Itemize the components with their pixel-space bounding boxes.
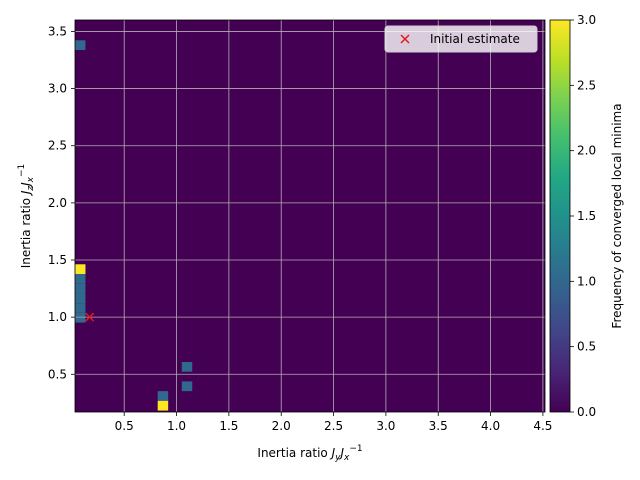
heatmap-background	[75, 20, 545, 412]
heatmap-cell-2	[75, 274, 86, 284]
x-tick-label-6: 3.5	[429, 419, 448, 433]
x-tick-label-1: 1.0	[167, 419, 186, 433]
colorbar-tick-label-3: 1.5	[577, 209, 596, 223]
x-tick-label-7: 4.0	[481, 419, 500, 433]
heatmap-cell-5	[75, 303, 86, 313]
x-tick-label-2: 1.5	[219, 419, 238, 433]
y-axis-label: Inertia ratio JzJx−1	[17, 164, 36, 269]
marker-stroke-b	[85, 312, 95, 322]
y-tick-label-6: 3.5	[48, 24, 67, 38]
legend-marker	[400, 34, 410, 44]
heatmap-cell-0	[75, 40, 86, 50]
axis-label-part: y	[334, 453, 341, 463]
y-tick-label-2: 1.5	[48, 253, 67, 267]
axis-label-part: J	[330, 446, 336, 460]
colorbar-tick-label-4: 2.0	[577, 144, 596, 158]
x-axis-label: Inertia ratio JyJx−1	[257, 444, 362, 463]
heatmap-cell-3	[75, 283, 86, 294]
legend-marker-b	[400, 34, 410, 44]
axis-label-part: −1	[349, 444, 362, 454]
y-tick-label-4: 2.5	[48, 139, 67, 153]
axis-label-part: x	[26, 176, 36, 183]
colorbar-tick-label-0: 0.0	[577, 405, 596, 419]
y-tick-label-3: 2.0	[48, 196, 67, 210]
heatmap-cell-7	[181, 362, 193, 372]
initial-estimate-marker	[85, 312, 95, 322]
x-tick-label-8: 4.5	[533, 419, 552, 433]
x-axis-ticks: 0.5 1.0 1.5 2.0 2.5 3.0 3.5 4.0 4.5	[115, 412, 552, 433]
axis-label-part: Inertia ratio	[19, 194, 33, 268]
legend: Initial estimate	[384, 25, 538, 53]
axis-label-part: J	[19, 190, 33, 196]
heatmap-cell-8	[181, 381, 193, 392]
heatmap-cell-4	[75, 293, 86, 304]
plot-area	[75, 20, 545, 412]
plot-frame	[74, 19, 546, 413]
axis-label-part: z	[26, 186, 36, 192]
colorbar-tick-label-5: 2.5	[577, 78, 596, 92]
marker-layer	[85, 312, 95, 322]
axis-label-part: x	[343, 453, 350, 463]
axis-label-part: −1	[17, 164, 27, 177]
colorbar-gradient	[550, 20, 570, 412]
colorbar-tick-label-2: 1.0	[577, 274, 596, 288]
y-tick-label-1: 1.0	[48, 310, 67, 324]
y-tick-label-5: 3.0	[48, 82, 67, 96]
x-tick-label-0: 0.5	[115, 419, 134, 433]
heatmap-cell-9	[157, 391, 169, 401]
heatmap-cell-10	[157, 400, 169, 411]
axis-label-part: Inertia ratio	[257, 446, 331, 460]
axis-label-part: J	[19, 182, 33, 188]
colorbar-tick-label-1: 0.5	[577, 340, 596, 354]
grid-lines	[75, 20, 545, 412]
y-tick-label-0: 0.5	[48, 367, 67, 381]
x-tick-label-5: 3.0	[376, 419, 395, 433]
heatmap-cell-6	[75, 312, 86, 323]
heatmap-cell-1	[75, 264, 86, 274]
x-tick-label-4: 2.5	[324, 419, 343, 433]
colorbar-tick-label-6: 3.0	[577, 13, 596, 27]
heatmap-cells	[75, 40, 193, 411]
legend-box	[384, 25, 538, 53]
y-axis-ticks: 0.5 1.0 1.5 2.0 2.5 3.0 3.5	[48, 24, 75, 381]
colorbar-label: Frequency of converged local minima	[610, 103, 624, 328]
colorbar: 0.0 0.5 1.0 1.5 2.0 2.5 3.0	[549, 13, 596, 419]
axis-label-part: J	[338, 446, 344, 460]
legend-label: Initial estimate	[430, 32, 520, 46]
x-tick-label-3: 2.0	[272, 419, 291, 433]
